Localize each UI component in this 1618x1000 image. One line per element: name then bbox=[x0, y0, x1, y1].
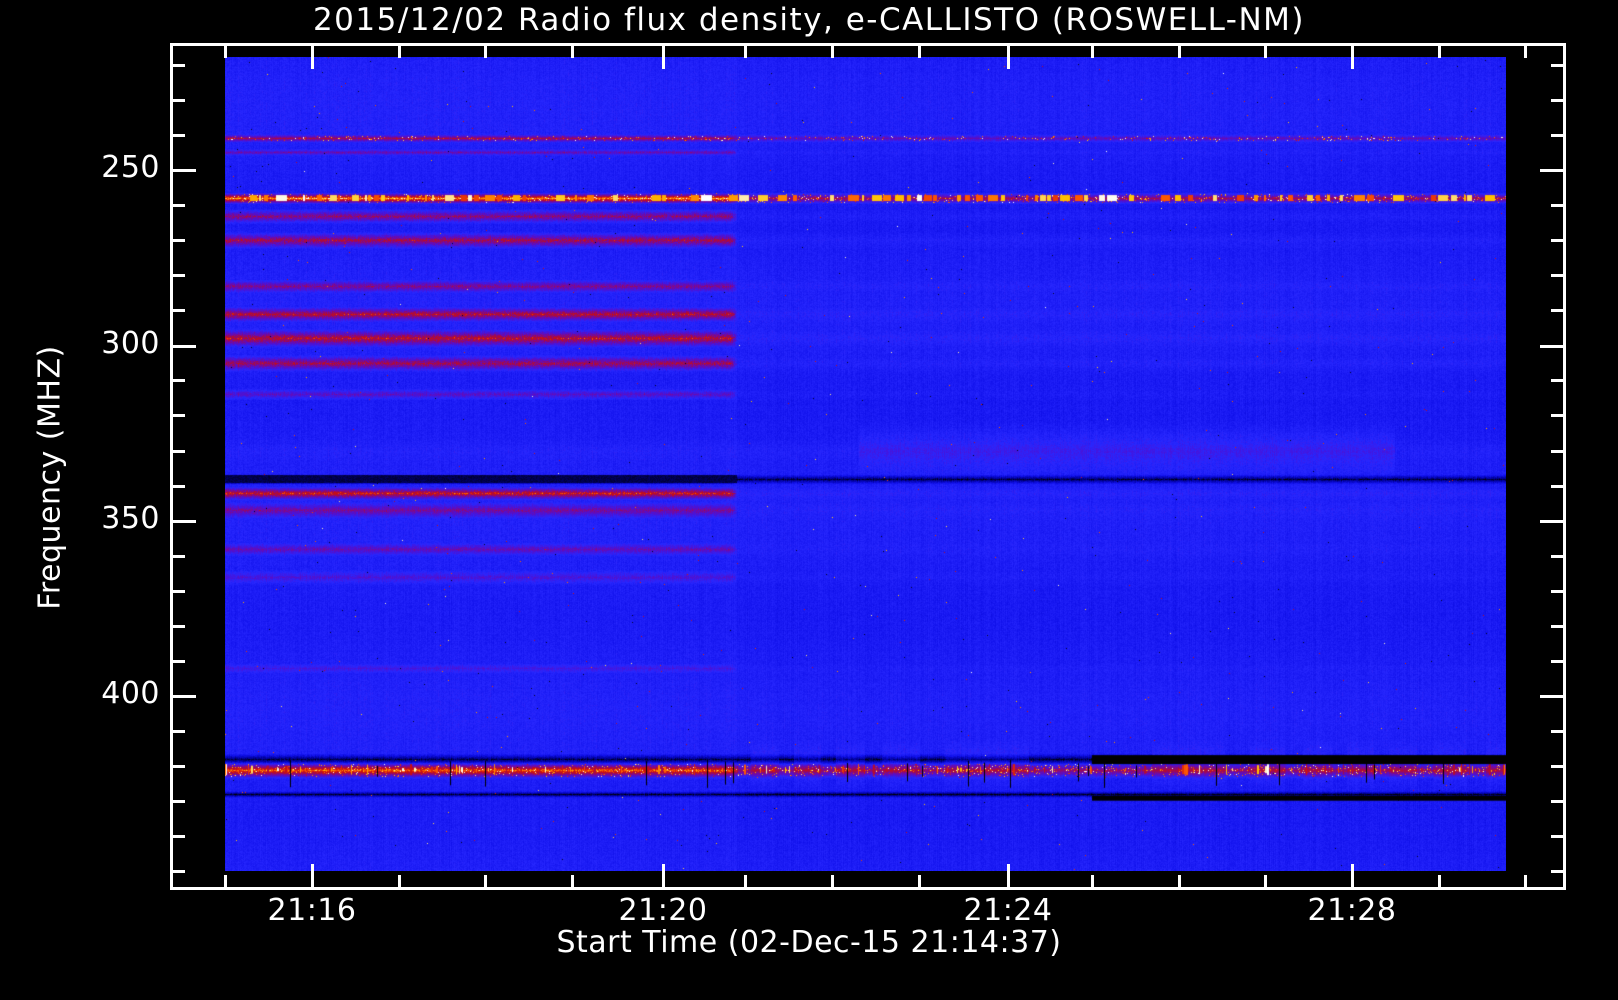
y-tick-minor bbox=[170, 624, 185, 628]
y-axis-title: Frequency (MHZ) bbox=[32, 345, 68, 610]
y-tick-major bbox=[170, 695, 196, 698]
y-tick-minor bbox=[170, 554, 185, 558]
y-tick-minor-right bbox=[1551, 730, 1566, 734]
x-tick-major bbox=[1007, 864, 1010, 890]
x-tick-minor-top bbox=[917, 43, 921, 58]
x-tick-minor bbox=[1264, 875, 1268, 890]
y-tick-minor-right bbox=[1551, 309, 1566, 313]
x-tick-minor-top bbox=[1524, 43, 1528, 58]
y-tick-minor bbox=[170, 730, 185, 734]
y-tick-major bbox=[170, 345, 196, 348]
y-tick-minor-right bbox=[1551, 659, 1566, 663]
y-tick-minor bbox=[170, 133, 185, 137]
y-tick-minor-right bbox=[1551, 63, 1566, 67]
x-tick-label: 21:20 bbox=[618, 893, 708, 928]
y-tick-minor bbox=[170, 449, 185, 453]
x-tick-minor bbox=[571, 875, 574, 890]
y-tick-minor-right bbox=[1551, 274, 1566, 278]
y-tick-minor-right bbox=[1551, 449, 1566, 453]
y-tick-minor-right bbox=[1551, 765, 1566, 769]
y-tick-minor-right bbox=[1551, 98, 1566, 102]
x-tick-minor-top bbox=[1437, 43, 1441, 58]
y-tick-minor bbox=[170, 835, 185, 839]
x-tick-major-top bbox=[662, 43, 665, 69]
y-tick-minor bbox=[170, 239, 185, 243]
axes-frame bbox=[170, 43, 1566, 890]
y-tick-minor-right bbox=[1551, 800, 1566, 804]
y-tick-label: 350 bbox=[101, 501, 160, 536]
x-tick-major-top bbox=[1007, 43, 1010, 69]
y-tick-minor-right bbox=[1551, 589, 1566, 593]
y-tick-major-right bbox=[1540, 520, 1566, 523]
page-title: 2015/12/02 Radio flux density, e-CALLIST… bbox=[312, 2, 1306, 38]
x-axis-title: Start Time (02-Dec-15 21:14:37) bbox=[556, 925, 1062, 960]
x-tick-label: 21:16 bbox=[267, 893, 357, 928]
y-tick-minor bbox=[170, 484, 185, 488]
x-tick-label: 21:28 bbox=[1307, 893, 1397, 928]
x-tick-minor-top bbox=[1177, 43, 1181, 58]
y-tick-major-right bbox=[1540, 169, 1566, 172]
x-tick-minor-top bbox=[1264, 43, 1268, 58]
y-tick-minor bbox=[170, 414, 185, 418]
y-tick-minor bbox=[170, 870, 185, 874]
y-tick-label: 400 bbox=[101, 676, 160, 711]
y-tick-minor bbox=[170, 204, 185, 208]
y-tick-minor bbox=[170, 589, 185, 593]
y-tick-minor bbox=[170, 800, 185, 804]
x-tick-major-top bbox=[1351, 43, 1354, 69]
y-tick-minor-right bbox=[1551, 835, 1566, 839]
y-tick-label: 250 bbox=[101, 150, 160, 185]
x-tick-minor bbox=[397, 875, 401, 890]
x-tick-minor-top bbox=[571, 43, 574, 58]
x-tick-minor-top bbox=[484, 43, 488, 58]
x-tick-minor-top bbox=[1091, 43, 1094, 58]
y-tick-minor-right bbox=[1551, 484, 1566, 488]
y-tick-minor bbox=[170, 765, 185, 769]
x-tick-minor bbox=[1437, 875, 1441, 890]
y-tick-minor-right bbox=[1551, 554, 1566, 558]
y-tick-major-right bbox=[1540, 695, 1566, 698]
y-tick-major bbox=[170, 520, 196, 523]
x-tick-minor-top bbox=[397, 43, 401, 58]
x-tick-minor bbox=[744, 875, 748, 890]
y-tick-minor bbox=[170, 274, 185, 278]
x-tick-minor bbox=[1524, 875, 1528, 890]
y-tick-minor bbox=[170, 98, 185, 102]
y-tick-minor bbox=[170, 309, 185, 313]
x-tick-minor bbox=[1091, 875, 1094, 890]
x-tick-minor bbox=[224, 875, 228, 890]
y-tick-minor bbox=[170, 659, 185, 663]
y-tick-minor-right bbox=[1551, 204, 1566, 208]
y-tick-major bbox=[170, 169, 196, 172]
x-tick-major bbox=[1351, 864, 1354, 890]
y-tick-minor bbox=[170, 63, 185, 67]
x-tick-major bbox=[311, 864, 314, 890]
y-tick-minor-right bbox=[1551, 624, 1566, 628]
y-tick-minor-right bbox=[1551, 414, 1566, 418]
x-tick-label: 21:24 bbox=[963, 893, 1053, 928]
x-tick-minor bbox=[1177, 875, 1181, 890]
y-tick-minor-right bbox=[1551, 870, 1566, 874]
y-tick-minor-right bbox=[1551, 379, 1566, 383]
y-tick-label: 300 bbox=[101, 326, 160, 361]
y-tick-minor-right bbox=[1551, 239, 1566, 243]
x-tick-minor-top bbox=[224, 43, 228, 58]
x-tick-minor bbox=[831, 875, 834, 890]
x-tick-minor bbox=[484, 875, 488, 890]
x-tick-minor-top bbox=[744, 43, 748, 58]
y-tick-minor bbox=[170, 379, 185, 383]
x-tick-major bbox=[662, 864, 665, 890]
y-tick-major-right bbox=[1540, 345, 1566, 348]
spectrogram-image bbox=[225, 57, 1506, 871]
y-tick-minor-right bbox=[1551, 133, 1566, 137]
x-tick-minor-top bbox=[831, 43, 834, 58]
x-tick-major-top bbox=[311, 43, 314, 69]
x-tick-minor bbox=[917, 875, 921, 890]
